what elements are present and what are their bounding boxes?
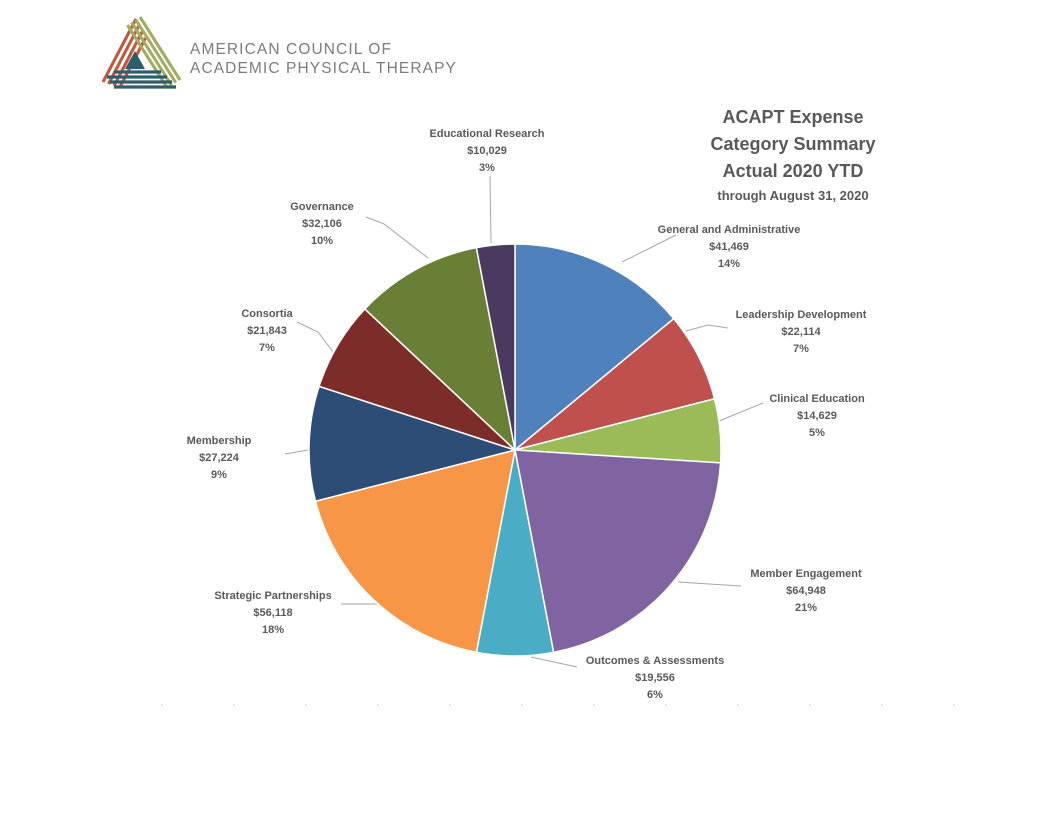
artifact-dot: [521, 704, 523, 706]
pie-slice-strategic-partnerships: [314, 448, 516, 654]
artifact-dot: [233, 704, 235, 706]
chart-title-line2: Category Summary: [710, 134, 876, 154]
leader-line-membership: [284, 449, 309, 455]
org-name-line2: ACADEMIC PHYSICAL THERAPY: [190, 60, 457, 77]
leader-line-outcomes-assessments: [530, 656, 578, 668]
artifact-dot: [953, 704, 955, 706]
artifact-dot: [881, 704, 883, 706]
pie-slice-membership: [308, 385, 518, 503]
acapt-logo-icon: [101, 16, 182, 89]
artifact-dot: [665, 704, 667, 706]
leader-line-member-engagement: [677, 581, 742, 587]
chart-title: ACAPT Expense Category Summary Actual 20…: [659, 104, 927, 204]
chart-subtitle: through August 31, 2020: [717, 188, 869, 203]
leader-line-governance: [365, 216, 429, 259]
logo-mountain-icon: [125, 51, 145, 69]
pie-slice-member-engagement: [514, 449, 722, 654]
leader-line-educational-research: [489, 175, 492, 244]
chart-title-line1: ACAPT Expense: [722, 107, 864, 127]
artifact-dot: [809, 704, 811, 706]
leader-line-leadership-development: [685, 324, 729, 332]
org-name-line1: AMERICAN COUNCIL OF: [190, 41, 393, 58]
artifact-dot: [377, 704, 379, 706]
artifact-dot: [593, 704, 595, 706]
artifact-dot: [161, 704, 163, 706]
org-name: AMERICAN COUNCIL OF ACADEMIC PHYSICAL TH…: [190, 40, 457, 78]
pie-slice-general-and-administrative: [514, 243, 675, 452]
artifact-dot: [737, 704, 739, 706]
logo-teal-stripes: [107, 70, 176, 89]
leader-line-clinical-education: [718, 402, 764, 422]
artifact-dot: [449, 704, 451, 706]
chart-title-line3: Actual 2020 YTD: [722, 161, 864, 181]
artifact-dot: [305, 704, 307, 706]
pie-slice-educational-research: [475, 243, 516, 451]
pie-slice-governance: [363, 246, 517, 453]
leader-line-general-and-administrative: [621, 234, 677, 263]
